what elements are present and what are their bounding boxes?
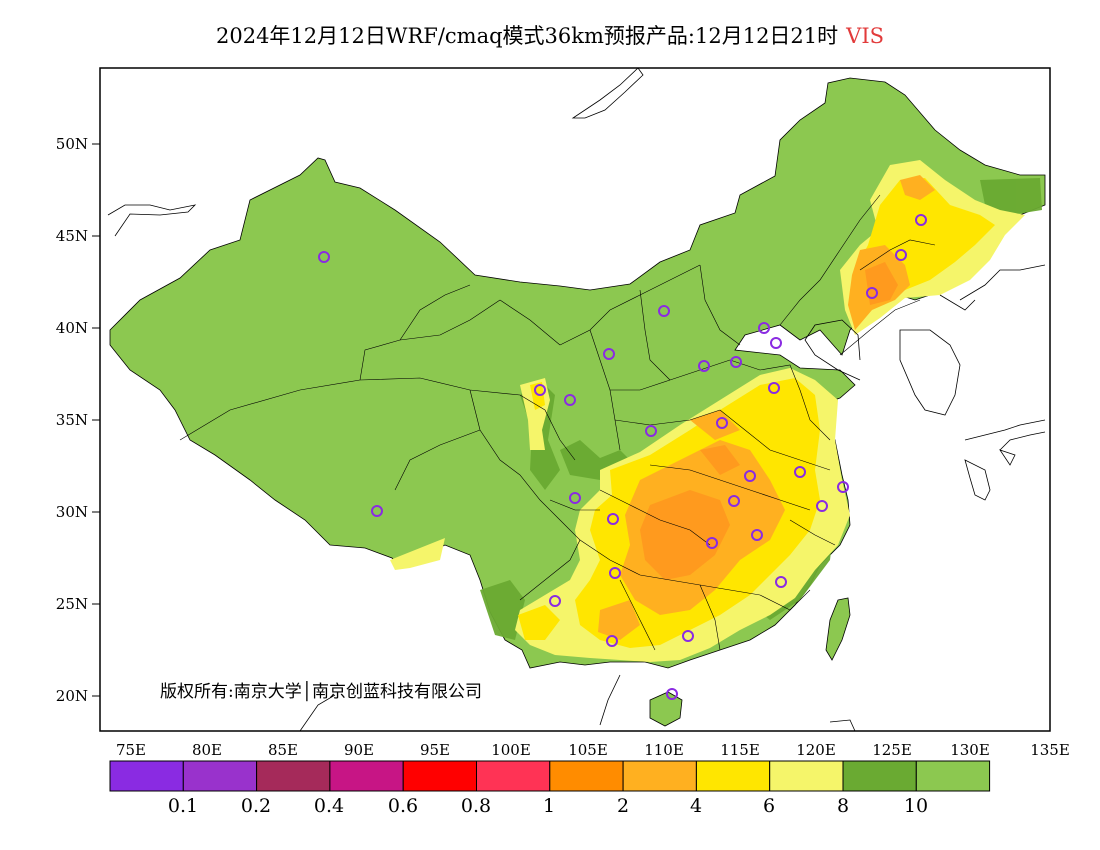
legend-label: 10 bbox=[904, 795, 928, 817]
coastlines bbox=[107, 68, 1046, 731]
legend-swatch bbox=[769, 760, 844, 792]
station-marker bbox=[758, 322, 770, 334]
station-marker bbox=[682, 630, 694, 642]
lat-tick-label: 45N bbox=[56, 227, 88, 245]
lon-tick-label: 75E bbox=[116, 741, 146, 759]
station-marker bbox=[534, 384, 546, 396]
station-marker bbox=[371, 505, 383, 517]
legend-label: 1 bbox=[543, 795, 555, 817]
lon-tick-label: 105E bbox=[568, 741, 608, 759]
legend-label: 4 bbox=[690, 795, 702, 817]
longitude-labels: 75E 80E 85E 90E 95E 100E 105E 110E 115E … bbox=[116, 741, 1070, 759]
station-marker bbox=[607, 513, 619, 525]
legend-swatch bbox=[549, 760, 624, 792]
station-marker bbox=[318, 251, 330, 263]
lon-tick-label: 125E bbox=[872, 741, 912, 759]
legend-swatch bbox=[842, 760, 917, 792]
legend-swatch bbox=[476, 760, 551, 792]
legend-labels: 0.1 0.2 0.4 0.6 0.8 1 2 4 6 8 10 bbox=[168, 795, 928, 817]
station-marker bbox=[606, 635, 618, 647]
variable-label: VIS bbox=[846, 24, 885, 48]
taiwan-island bbox=[825, 597, 851, 661]
legend-colorbar bbox=[109, 760, 991, 792]
map-title: 2024年12月12日WRF/cmaq模式36km预报产品:12月12日21时 V… bbox=[0, 20, 1100, 50]
station-marker bbox=[666, 688, 678, 700]
station-marker bbox=[915, 214, 927, 226]
station-marker bbox=[645, 425, 657, 437]
lon-tick-label: 115E bbox=[720, 741, 760, 759]
legend-swatch bbox=[329, 760, 404, 792]
legend-swatch bbox=[109, 760, 184, 792]
station-marker bbox=[751, 529, 763, 541]
legend-label: 0.6 bbox=[388, 795, 418, 817]
station-marker bbox=[744, 470, 756, 482]
station-markers bbox=[318, 214, 927, 700]
lon-tick-label: 80E bbox=[192, 741, 222, 759]
legend-swatch bbox=[915, 760, 991, 792]
station-marker bbox=[658, 305, 670, 317]
lat-tick-label: 20N bbox=[56, 687, 88, 705]
legend-swatch bbox=[182, 760, 258, 792]
legend-label: 0.1 bbox=[168, 795, 198, 817]
lat-tick-label: 25N bbox=[56, 595, 88, 613]
legend-swatch bbox=[256, 760, 331, 792]
legend-label: 8 bbox=[837, 795, 849, 817]
lon-tick-label: 120E bbox=[796, 741, 836, 759]
lat-tick-label: 40N bbox=[56, 319, 88, 337]
station-marker bbox=[706, 537, 718, 549]
title-text: 2024年12月12日WRF/cmaq模式36km预报产品:12月12日21时 bbox=[215, 24, 839, 48]
province-boundaries bbox=[179, 194, 936, 651]
map-body: 版权所有:南京大学│南京创蓝科技有限公司 bbox=[107, 68, 1046, 731]
lon-tick-label: 90E bbox=[344, 741, 374, 759]
station-marker bbox=[609, 567, 621, 579]
station-marker bbox=[716, 417, 728, 429]
station-marker bbox=[794, 466, 806, 478]
lon-tick-label: 95E bbox=[420, 741, 450, 759]
station-marker bbox=[775, 576, 787, 588]
lon-tick-label: 100E bbox=[491, 741, 531, 759]
station-marker bbox=[730, 356, 742, 368]
lat-tick-label: 35N bbox=[56, 411, 88, 429]
lat-tick-label: 50N bbox=[56, 135, 88, 153]
legend-label: 0.8 bbox=[461, 795, 491, 817]
station-marker bbox=[837, 481, 849, 493]
station-marker bbox=[866, 287, 878, 299]
legend-swatch bbox=[402, 760, 478, 792]
lon-tick-label: 135E bbox=[1030, 741, 1070, 759]
latitude-ticks bbox=[92, 143, 100, 697]
lon-tick-label: 85E bbox=[268, 741, 298, 759]
station-marker bbox=[698, 360, 710, 372]
station-marker bbox=[770, 337, 782, 349]
latitude-labels: 50N 45N 40N 35N 30N 25N 20N bbox=[56, 135, 88, 705]
station-marker bbox=[895, 249, 907, 261]
legend-swatch bbox=[622, 760, 697, 792]
station-marker bbox=[816, 500, 828, 512]
station-marker bbox=[549, 595, 561, 607]
lat-tick-label: 30N bbox=[56, 503, 88, 521]
station-marker bbox=[768, 382, 780, 394]
lon-tick-label: 130E bbox=[950, 741, 990, 759]
visibility-orange bbox=[640, 262, 898, 580]
legend-swatch bbox=[695, 760, 771, 792]
legend-label: 6 bbox=[763, 795, 775, 817]
legend-label: 0.2 bbox=[241, 795, 271, 817]
legend-label: 2 bbox=[617, 795, 629, 817]
copyright-text: 版权所有:南京大学│南京创蓝科技有限公司 bbox=[160, 681, 482, 702]
lon-tick-label: 110E bbox=[644, 741, 684, 759]
legend-label: 0.4 bbox=[314, 795, 344, 817]
station-marker bbox=[564, 394, 576, 406]
station-marker bbox=[728, 495, 740, 507]
station-marker bbox=[603, 348, 615, 360]
station-marker bbox=[569, 492, 581, 504]
